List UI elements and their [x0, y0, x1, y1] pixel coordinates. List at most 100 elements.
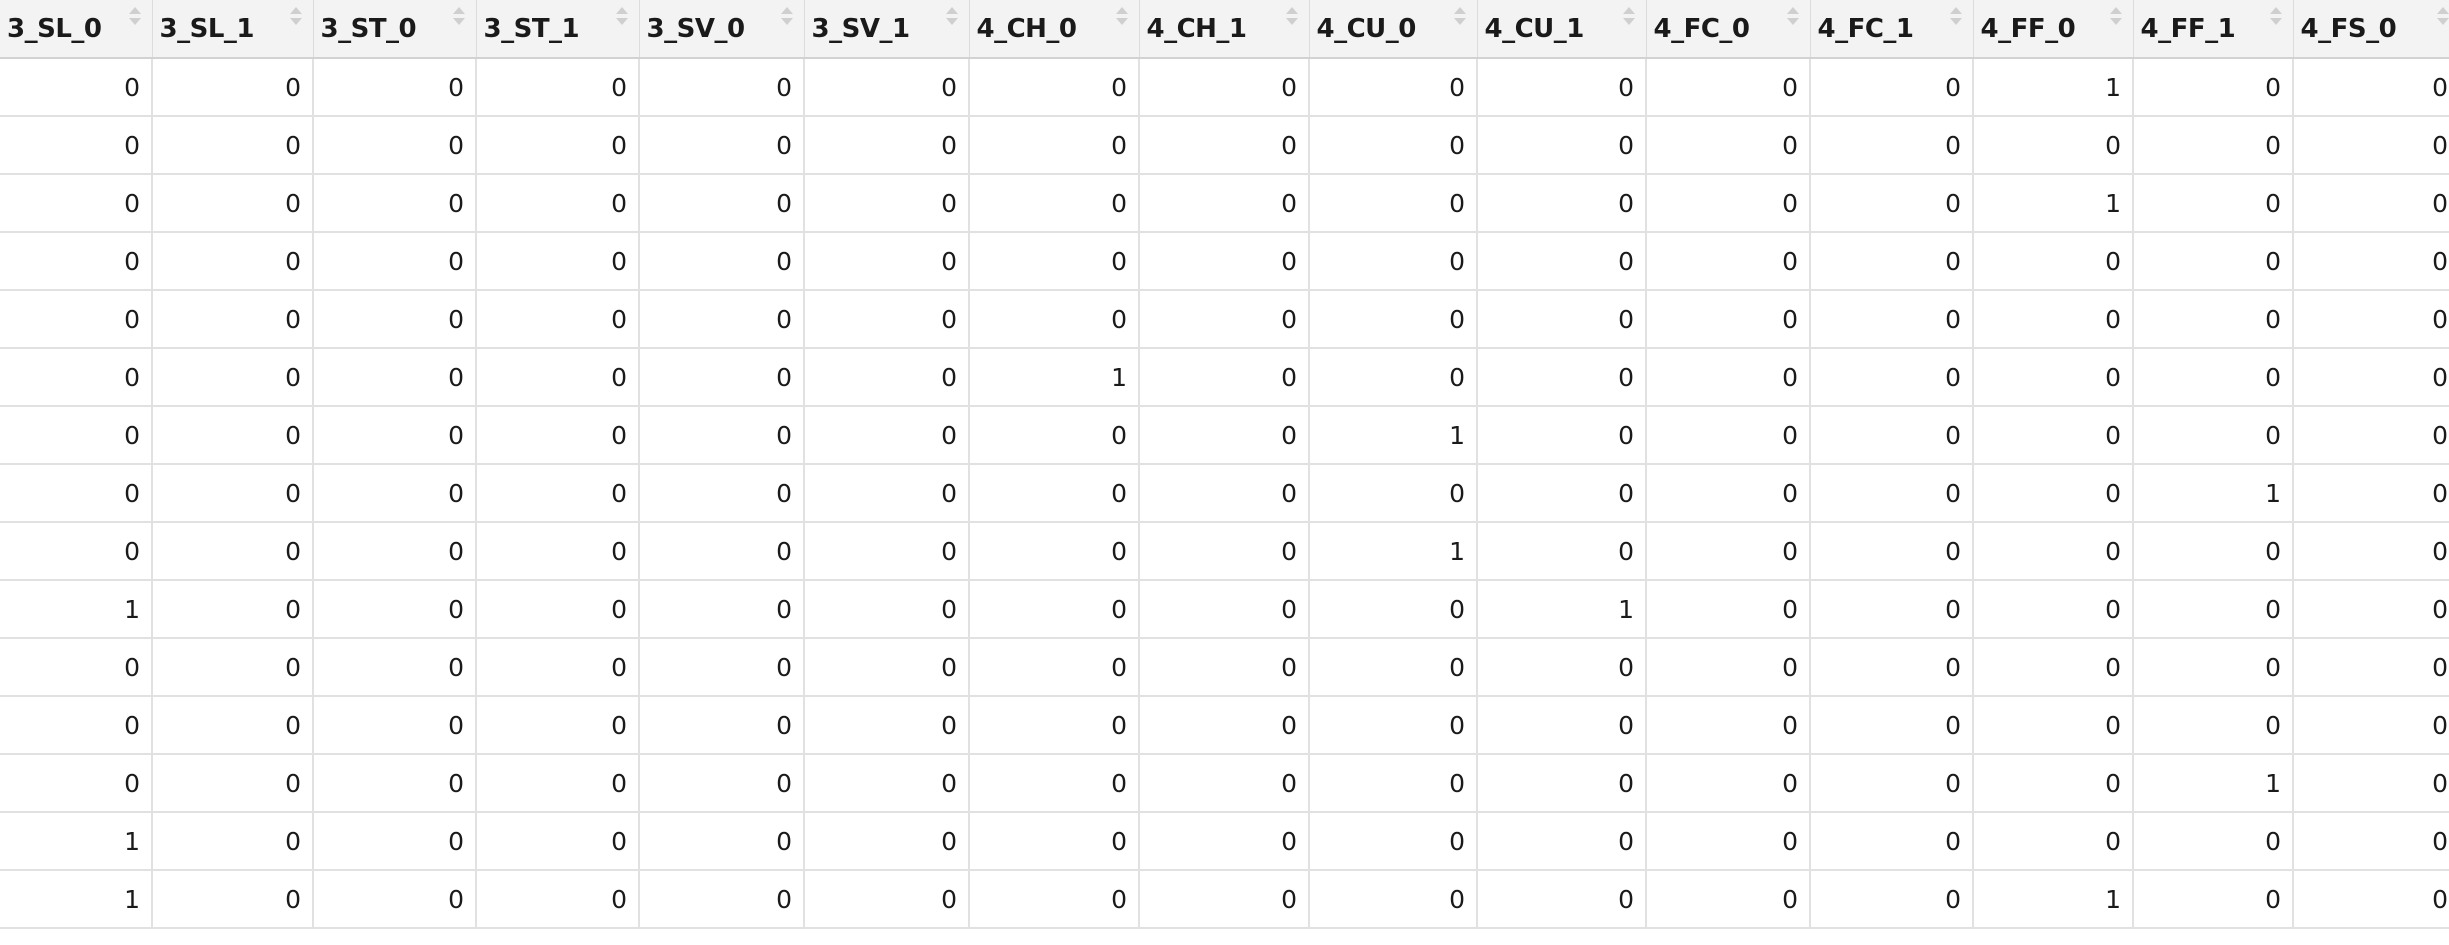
table-cell[interactable]: 0 — [1309, 464, 1478, 523]
table-cell[interactable]: 0 — [1973, 464, 2134, 523]
table-cell[interactable]: 0 — [2133, 638, 2294, 697]
table-cell[interactable]: 0 — [804, 232, 970, 291]
table-cell[interactable]: 0 — [1810, 580, 1974, 639]
table-cell[interactable]: 1 — [0, 812, 153, 871]
table-cell[interactable]: 0 — [152, 116, 314, 175]
table-cell[interactable]: 0 — [2133, 580, 2294, 639]
table-cell[interactable]: 0 — [1646, 870, 1811, 929]
table-cell[interactable]: 0 — [152, 406, 314, 465]
table-cell[interactable]: 0 — [313, 116, 477, 175]
table-cell[interactable]: 0 — [152, 580, 314, 639]
column-header[interactable]: 3_SL_1 — [152, 0, 314, 59]
table-cell[interactable]: 0 — [969, 638, 1140, 697]
column-header[interactable]: 4_CH_1 — [1139, 0, 1310, 59]
table-cell[interactable]: 0 — [1477, 58, 1647, 117]
table-cell[interactable]: 0 — [1477, 812, 1647, 871]
table-cell[interactable]: 0 — [2133, 290, 2294, 349]
table-cell[interactable]: 0 — [1139, 290, 1310, 349]
table-cell[interactable]: 0 — [313, 870, 477, 929]
table-cell[interactable]: 0 — [1810, 754, 1974, 813]
table-cell[interactable]: 0 — [969, 232, 1140, 291]
table-cell[interactable]: 0 — [1646, 174, 1811, 233]
table-cell[interactable]: 0 — [1646, 522, 1811, 581]
table-cell[interactable]: 1 — [1309, 522, 1478, 581]
table-cell[interactable]: 0 — [1139, 696, 1310, 755]
table-cell[interactable]: 0 — [1646, 696, 1811, 755]
table-cell[interactable]: 0 — [0, 232, 153, 291]
table-cell[interactable]: 0 — [2293, 580, 2449, 639]
sort-arrows-icon[interactable] — [1453, 7, 1466, 29]
table-cell[interactable]: 0 — [1973, 232, 2134, 291]
table-cell[interactable]: 0 — [476, 116, 640, 175]
table-cell[interactable]: 0 — [804, 290, 970, 349]
table-cell[interactable]: 0 — [152, 522, 314, 581]
table-cell[interactable]: 1 — [1309, 406, 1478, 465]
table-cell[interactable]: 0 — [476, 522, 640, 581]
table-cell[interactable]: 0 — [639, 290, 805, 349]
sort-arrows-icon[interactable] — [128, 7, 141, 29]
table-cell[interactable]: 0 — [969, 580, 1140, 639]
table-cell[interactable]: 0 — [1810, 116, 1974, 175]
table-cell[interactable]: 0 — [476, 870, 640, 929]
table-cell[interactable]: 0 — [1309, 58, 1478, 117]
table-cell[interactable]: 0 — [152, 348, 314, 407]
table-cell[interactable]: 0 — [313, 580, 477, 639]
table-cell[interactable]: 1 — [2133, 464, 2294, 523]
table-cell[interactable]: 0 — [969, 58, 1140, 117]
table-cell[interactable]: 0 — [1973, 290, 2134, 349]
column-header[interactable]: 4_FF_1 — [2133, 0, 2294, 59]
sort-arrows-icon[interactable] — [1622, 7, 1635, 29]
table-cell[interactable]: 0 — [1973, 580, 2134, 639]
table-cell[interactable]: 0 — [2293, 174, 2449, 233]
table-cell[interactable]: 0 — [476, 638, 640, 697]
table-cell[interactable]: 0 — [639, 348, 805, 407]
table-cell[interactable]: 0 — [2293, 522, 2449, 581]
table-cell[interactable]: 0 — [1810, 174, 1974, 233]
table-cell[interactable]: 0 — [1309, 348, 1478, 407]
table-cell[interactable]: 0 — [1139, 232, 1310, 291]
table-cell[interactable]: 0 — [1309, 754, 1478, 813]
table-cell[interactable]: 0 — [804, 464, 970, 523]
table-cell[interactable]: 0 — [969, 812, 1140, 871]
table-cell[interactable]: 0 — [313, 174, 477, 233]
column-header[interactable]: 3_SL_0 — [0, 0, 153, 59]
column-header[interactable]: 4_FS_0 — [2293, 0, 2449, 59]
table-cell[interactable]: 0 — [1646, 116, 1811, 175]
table-cell[interactable]: 0 — [2133, 348, 2294, 407]
table-cell[interactable]: 0 — [1477, 406, 1647, 465]
table-cell[interactable]: 0 — [2293, 870, 2449, 929]
table-cell[interactable]: 0 — [313, 58, 477, 117]
table-cell[interactable]: 0 — [639, 580, 805, 639]
table-cell[interactable]: 0 — [152, 58, 314, 117]
table-cell[interactable]: 0 — [639, 696, 805, 755]
table-cell[interactable]: 0 — [1646, 638, 1811, 697]
table-cell[interactable]: 0 — [2133, 232, 2294, 291]
table-cell[interactable]: 0 — [476, 464, 640, 523]
column-header[interactable]: 3_SV_1 — [804, 0, 970, 59]
table-cell[interactable]: 0 — [639, 58, 805, 117]
table-cell[interactable]: 0 — [2293, 348, 2449, 407]
table-cell[interactable]: 0 — [313, 812, 477, 871]
table-cell[interactable]: 0 — [1139, 174, 1310, 233]
table-cell[interactable]: 0 — [2293, 464, 2449, 523]
table-cell[interactable]: 1 — [1973, 58, 2134, 117]
table-cell[interactable]: 0 — [1810, 58, 1974, 117]
table-cell[interactable]: 0 — [969, 870, 1140, 929]
table-cell[interactable]: 0 — [1477, 870, 1647, 929]
table-cell[interactable]: 0 — [476, 174, 640, 233]
table-cell[interactable]: 0 — [476, 580, 640, 639]
table-cell[interactable]: 0 — [313, 464, 477, 523]
sort-arrows-icon[interactable] — [2436, 7, 2449, 29]
sort-arrows-icon[interactable] — [2109, 7, 2122, 29]
table-cell[interactable]: 0 — [2133, 406, 2294, 465]
table-cell[interactable]: 0 — [804, 116, 970, 175]
table-cell[interactable]: 0 — [2293, 696, 2449, 755]
table-cell[interactable]: 0 — [1139, 812, 1310, 871]
table-cell[interactable]: 0 — [1973, 638, 2134, 697]
sort-arrows-icon[interactable] — [1115, 7, 1128, 29]
table-cell[interactable]: 0 — [152, 696, 314, 755]
table-cell[interactable]: 0 — [1477, 464, 1647, 523]
table-cell[interactable]: 0 — [476, 754, 640, 813]
table-cell[interactable]: 0 — [639, 232, 805, 291]
